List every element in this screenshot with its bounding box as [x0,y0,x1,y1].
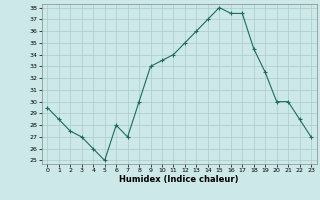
X-axis label: Humidex (Indice chaleur): Humidex (Indice chaleur) [119,175,239,184]
